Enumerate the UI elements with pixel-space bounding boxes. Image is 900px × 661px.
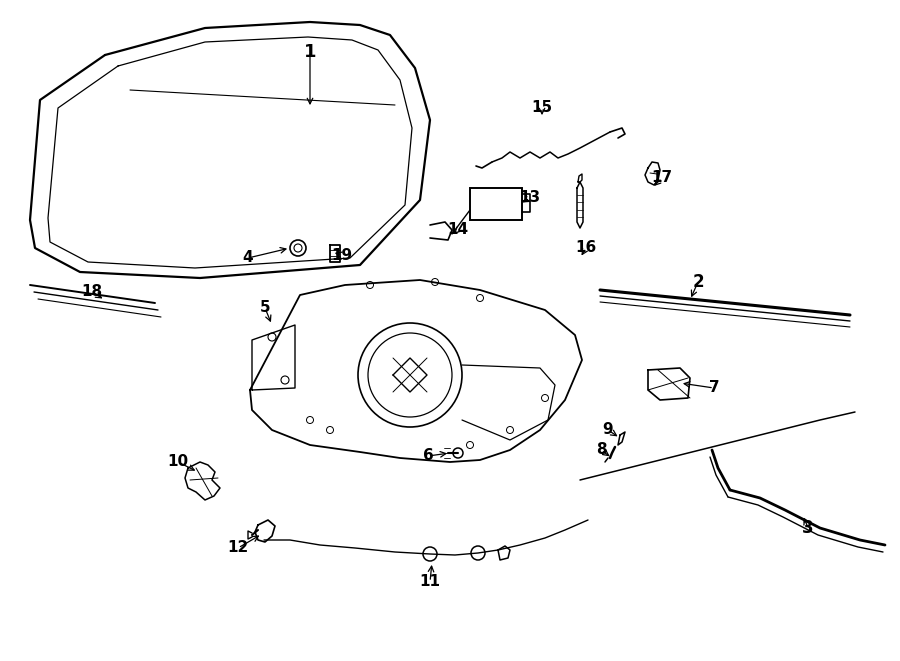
Text: 13: 13 — [519, 190, 541, 206]
Text: 9: 9 — [603, 422, 613, 438]
Text: 12: 12 — [228, 541, 248, 555]
Text: 11: 11 — [419, 574, 440, 590]
Text: 5: 5 — [260, 301, 270, 315]
Text: 14: 14 — [447, 223, 469, 237]
Text: 2: 2 — [692, 273, 704, 291]
Text: 16: 16 — [575, 241, 597, 256]
Text: 18: 18 — [81, 284, 103, 299]
Text: 7: 7 — [708, 381, 719, 395]
Text: 15: 15 — [531, 100, 553, 116]
Text: 10: 10 — [167, 455, 189, 469]
Text: 4: 4 — [243, 251, 253, 266]
Text: 17: 17 — [652, 171, 672, 186]
Text: 19: 19 — [331, 247, 353, 262]
Text: 3: 3 — [802, 519, 814, 537]
Text: 6: 6 — [423, 449, 434, 463]
Text: 1: 1 — [304, 43, 316, 61]
Text: 8: 8 — [596, 442, 607, 457]
